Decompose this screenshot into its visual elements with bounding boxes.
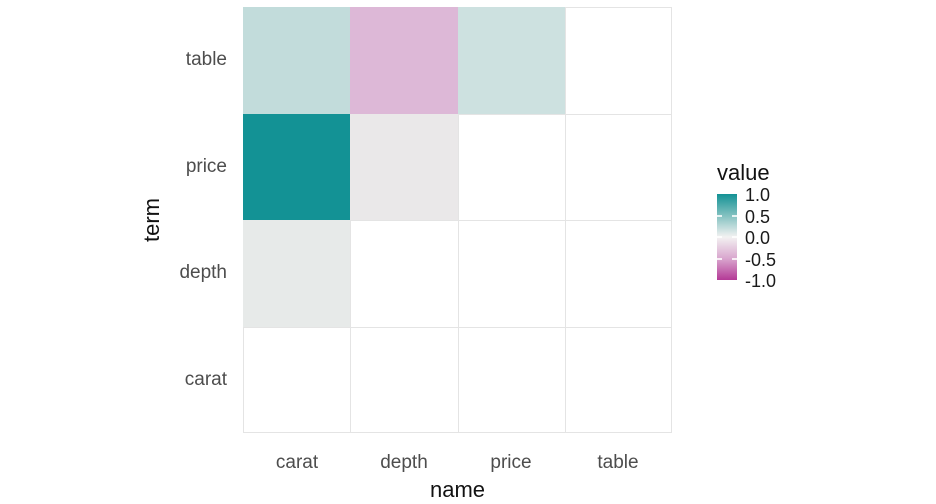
x-axis-tick-labels: carat depth price table — [243, 451, 672, 477]
y-axis-tick-labels: table price depth carat — [0, 7, 227, 433]
tile-table-price — [458, 7, 565, 114]
legend-bar-tick-mark — [717, 257, 722, 260]
legend: value 1.0 0.5 0.0 -0.5 -1.0 — [717, 161, 847, 306]
legend-colorbar — [717, 194, 737, 280]
legend-tick-label-0.0: 0.0 — [745, 228, 771, 248]
legend-tick-label--1.0: -1.0 — [745, 271, 777, 291]
panel-gridline-horizontal — [243, 327, 672, 328]
legend-bar-tick-mark — [732, 257, 737, 260]
plot-panel — [243, 7, 672, 433]
y-tick-label-carat: carat — [184, 369, 227, 390]
y-axis-title: term — [139, 198, 164, 242]
y-tick-label-depth: depth — [179, 262, 227, 283]
x-tick-label-carat: carat — [275, 452, 319, 473]
x-tick-label-table: table — [597, 452, 639, 473]
panel-gridline-horizontal — [243, 220, 672, 221]
x-tick-label-price: price — [490, 452, 532, 473]
legend-bar-tick-mark — [732, 236, 737, 238]
legend-title: value — [717, 160, 770, 185]
tile-price-carat — [243, 114, 350, 220]
x-tick-label-depth: depth — [380, 452, 428, 473]
legend-tick-label--0.5: -0.5 — [745, 250, 777, 270]
x-axis-title: name — [429, 477, 486, 502]
legend-bar-tick-mark — [717, 236, 722, 238]
legend-bar-tick-mark — [717, 214, 722, 217]
panel-gridline-horizontal — [243, 432, 672, 433]
tile-depth-carat — [243, 220, 350, 327]
tile-price-depth — [350, 114, 458, 220]
legend-bar-tick-mark — [732, 214, 737, 217]
tile-table-carat — [243, 7, 350, 114]
y-tick-label-table: table — [185, 49, 227, 70]
legend-tick-label-1.0: 1.0 — [745, 185, 771, 205]
tile-table-depth — [350, 7, 458, 114]
legend-tick-label-0.5: 0.5 — [745, 207, 771, 227]
y-tick-label-price: price — [185, 156, 227, 177]
